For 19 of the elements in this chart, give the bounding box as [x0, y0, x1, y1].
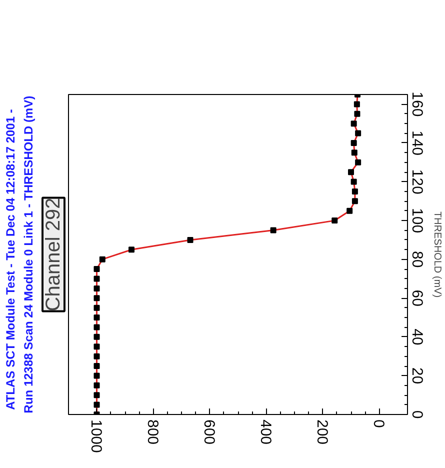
x-tick-label: 400 — [256, 420, 274, 445]
text: ATLAS SCT Module Test - Tue Dec 04 12:08:17 2001 - — [4, 109, 18, 410]
x-tick-label: 600 — [200, 420, 218, 445]
text: Channel 292 — [42, 198, 64, 312]
y-tick-label: 20 — [408, 367, 426, 384]
x-tick-label: 0 — [370, 420, 387, 428]
x-tick-label: 800 — [144, 420, 161, 445]
y-tick-label: 0 — [408, 410, 426, 419]
y-axis-title: THRESHOLD (mV) — [432, 211, 442, 298]
y-tick-label: 80 — [408, 251, 426, 268]
x-tick-label: 200 — [313, 420, 330, 445]
y-tick-label: 100 — [408, 208, 426, 234]
y-tick-label: 40 — [408, 328, 426, 346]
y-tick-label: 140 — [408, 130, 426, 156]
x-tick-label: 1000 — [87, 420, 104, 453]
text: Run 12388 Scan 24 Module 0 Link 1 - THRESHOLD (mV) — [22, 96, 36, 414]
y-tick-label: 160 — [408, 92, 426, 117]
y-tick-label: 60 — [408, 290, 426, 306]
y-tick-label: 120 — [408, 169, 426, 194]
